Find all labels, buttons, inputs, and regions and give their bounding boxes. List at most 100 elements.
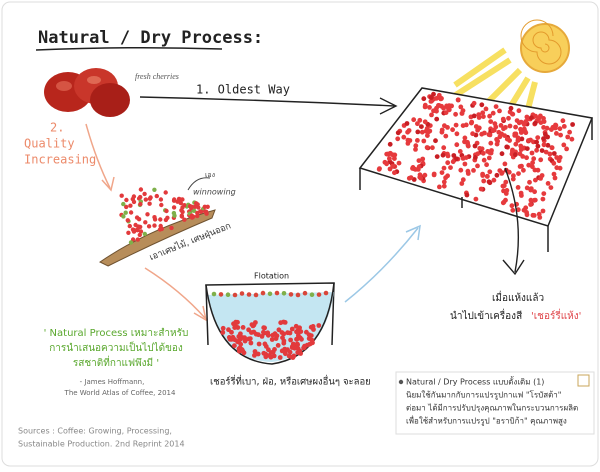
- cherry-dot: [543, 132, 548, 137]
- note-line: ต่อมา ได้มีการปรับปรุงคุณภาพในกระบวนการผ…: [406, 404, 578, 413]
- cherry-dot: [405, 141, 411, 146]
- cherry-dot: [182, 217, 187, 222]
- cherry-dot: [130, 196, 135, 202]
- cherry-dot: [265, 330, 271, 336]
- cherry-dot: [230, 334, 236, 340]
- cherry-dot: [454, 156, 459, 162]
- cherry-dot: [515, 135, 521, 141]
- cherry-dot: [516, 171, 521, 177]
- cherry-dot: [395, 136, 401, 142]
- cherry-dot: [198, 209, 204, 214]
- cherry-dot: [484, 173, 490, 179]
- cherry-dot: [549, 145, 555, 151]
- cherry-dot: [475, 127, 480, 133]
- attribution: The World Atlas of Coffee, 2014: [64, 389, 176, 397]
- title-underline: [35, 46, 223, 51]
- cherry-dot: [239, 291, 245, 296]
- cherry-dot: [491, 177, 497, 183]
- cherry-dot: [483, 106, 489, 112]
- label: 2.: [50, 121, 64, 135]
- cherry-dot: [255, 351, 261, 357]
- cherry-dot: [220, 325, 226, 331]
- wind: [187, 177, 211, 191]
- cherry-dot: [560, 118, 566, 124]
- cherry-dot: [445, 160, 451, 166]
- cherry-dot: [165, 215, 170, 220]
- cherry-dot: [235, 319, 240, 325]
- cherry-dot: [471, 168, 476, 173]
- cherry-dot: [415, 121, 420, 127]
- cherry-dot: [500, 116, 506, 122]
- cherry-dot: [526, 162, 532, 168]
- cherry-dot: [290, 341, 296, 347]
- cherry-dot: [191, 208, 197, 213]
- cherry-dot: [530, 160, 535, 166]
- cherry-dot: [538, 176, 543, 181]
- cherry-dot: [514, 118, 520, 123]
- label: 'เชอร์รี่แห้ง': [531, 308, 581, 322]
- cherry-dot: [433, 138, 438, 144]
- cherry-dot: [136, 217, 142, 222]
- cherry-dot: [392, 170, 397, 176]
- cherry-dot: [510, 111, 516, 117]
- cherry-dot: [377, 166, 382, 172]
- cherry-dot: [443, 175, 448, 181]
- cherry-dot: [459, 111, 465, 116]
- cherry-dot: [475, 151, 481, 157]
- cherry-dot: [133, 222, 138, 228]
- cherry-dot: [123, 210, 128, 215]
- cherry-dot: [238, 331, 243, 337]
- cherry-dot: [138, 229, 144, 234]
- cherry-dot: [524, 185, 530, 191]
- cherry-dot: [135, 237, 140, 242]
- cherry-dot: [124, 197, 129, 203]
- cherry-dot: [291, 353, 297, 359]
- label: เชอร์รี่ที่เบา, ฝ่อ, หรือเศษผงอื่นๆ จะลอ…: [210, 375, 371, 388]
- cherry-dot: [142, 231, 147, 237]
- cherry-dot: [502, 133, 507, 139]
- cherry-dot: [128, 210, 134, 215]
- cherry-dot: [490, 110, 496, 116]
- cherry-dot: [157, 227, 163, 232]
- cherry-dot: [454, 131, 460, 137]
- cherry-dot: [561, 142, 567, 148]
- cherry-dot: [481, 114, 486, 119]
- cherry-dot: [225, 292, 231, 298]
- cherry-dot: [416, 158, 422, 164]
- cherry-dot: [248, 340, 254, 346]
- cherry-dot: [288, 292, 294, 297]
- cherry-dot: [471, 113, 477, 119]
- cherry-dot: [434, 105, 439, 111]
- arrow: [85, 123, 111, 189]
- cherry-dot: [417, 117, 423, 123]
- cherry-dot: [462, 135, 468, 141]
- cherry-dot: [437, 184, 442, 190]
- cherry-dot: [532, 189, 537, 195]
- sources: Sustainable Production. 2nd Reprint 2014: [18, 440, 185, 449]
- cherry-dot: [488, 140, 494, 146]
- cherry-dot: [172, 197, 177, 202]
- cherry-dot: [535, 167, 541, 173]
- cherry-dot: [510, 207, 516, 213]
- cherry-dot: [401, 134, 407, 140]
- cherry-dot: [236, 346, 242, 352]
- cherry-dot: [408, 175, 414, 181]
- cherry-dot: [488, 119, 494, 124]
- cherry-dot: [533, 177, 538, 183]
- cherry-dot: [453, 122, 459, 128]
- drying-bed: [358, 87, 594, 252]
- cherry-dot: [541, 119, 547, 124]
- cherry-dot: [163, 190, 168, 195]
- winnowing-tray: [99, 187, 216, 267]
- sources: Sources : Coffee: Growing, Processing,: [18, 427, 172, 436]
- cherry-dot: [445, 125, 450, 130]
- cherries: [44, 68, 130, 117]
- cherry-dot: [551, 171, 557, 177]
- cherry-dot: [316, 323, 322, 328]
- cherry-dot: [137, 232, 142, 238]
- note-line: เพื่อใช้สำหรับการแปรรูป "อราบิก้า" คุณภา…: [406, 415, 567, 427]
- cherry-dot: [253, 320, 258, 325]
- cherry-dot: [458, 104, 464, 110]
- cherry-dot: [175, 199, 180, 204]
- arrow: [139, 96, 396, 107]
